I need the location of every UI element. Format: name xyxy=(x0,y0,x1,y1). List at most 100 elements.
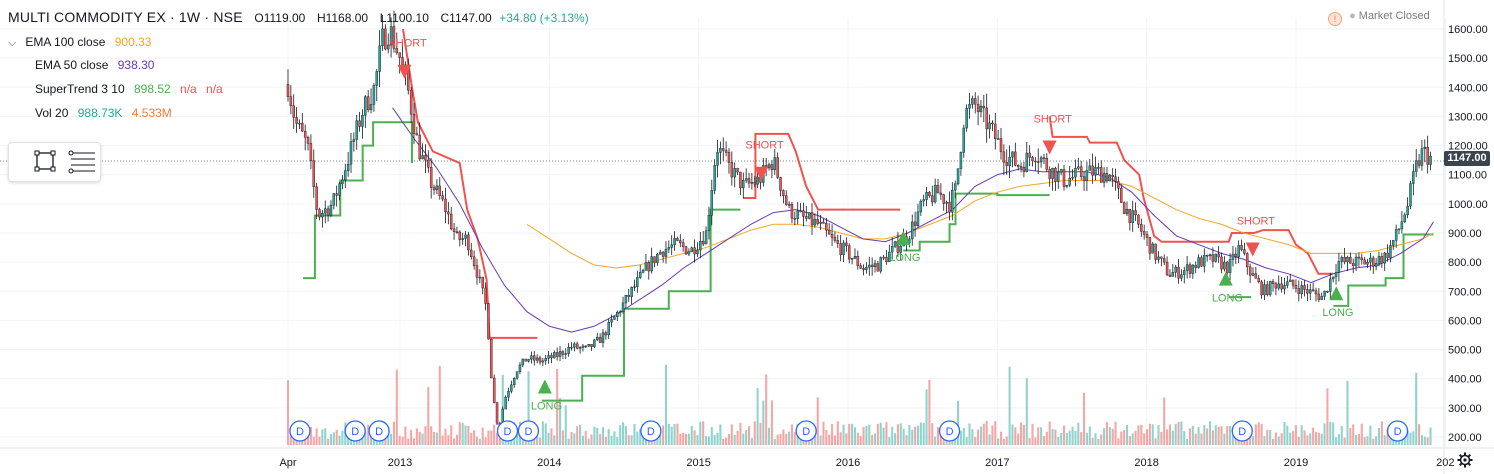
volume-bar xyxy=(1042,436,1045,445)
volume-bar xyxy=(1091,437,1094,445)
candle-body xyxy=(890,246,894,253)
volume-bar xyxy=(341,430,344,445)
candle-body xyxy=(833,237,837,241)
candle-body xyxy=(1191,264,1195,274)
volume-bar xyxy=(888,437,891,445)
volume-bar xyxy=(1097,438,1100,445)
candle-body xyxy=(1162,258,1166,263)
candle-body xyxy=(793,218,797,220)
candle-body xyxy=(1180,274,1183,279)
volume-bar xyxy=(871,434,874,445)
volume-bar xyxy=(1131,433,1134,445)
supertrend-long-line xyxy=(541,208,741,402)
dividend-marker xyxy=(640,420,662,442)
candle-body xyxy=(1134,210,1137,216)
candle-body xyxy=(893,241,897,247)
gear-icon[interactable] xyxy=(1457,452,1473,468)
volume-bar xyxy=(1174,423,1177,445)
volume-bar xyxy=(1200,433,1203,445)
candle-body xyxy=(409,89,413,115)
candle-body xyxy=(744,178,748,181)
candle-body xyxy=(1403,214,1406,223)
volume-bar xyxy=(1111,428,1114,445)
candle-body xyxy=(352,139,356,142)
candle-body xyxy=(590,344,593,347)
legend-volume[interactable]: Vol 20 988.73K 4.533M xyxy=(35,106,172,120)
volume-bar xyxy=(833,435,836,445)
volume-bar xyxy=(467,425,470,445)
candle-body xyxy=(913,221,917,226)
volume-bar xyxy=(1343,437,1346,445)
candle-body xyxy=(604,332,608,336)
y-tick-label: 1200.00 xyxy=(1448,141,1488,153)
candle-body xyxy=(598,336,602,343)
volume-bar xyxy=(444,428,447,445)
volume-bar xyxy=(722,438,725,445)
volume-bar xyxy=(905,435,908,445)
candle-body xyxy=(338,183,341,196)
volume-bar xyxy=(1128,435,1131,445)
rectangle-tool-icon[interactable] xyxy=(31,149,59,175)
volume-bar xyxy=(928,379,931,445)
candle-body xyxy=(581,345,585,348)
candle-body xyxy=(306,137,310,144)
candle-body xyxy=(593,339,596,347)
candle-body xyxy=(298,122,301,125)
symbol-title[interactable]: MULTI COMMODITY EX · 1W · NSE xyxy=(8,9,243,25)
volume-bar xyxy=(873,433,877,445)
collapse-legend-icon[interactable]: ⌵ xyxy=(8,37,17,49)
volume-bar xyxy=(1283,422,1286,445)
volume-bar xyxy=(713,435,716,445)
volume-bar xyxy=(1229,426,1232,445)
candle-body xyxy=(1420,148,1424,166)
dividend-marker xyxy=(938,420,961,442)
legend-ema100[interactable]: ⌵ EMA 100 close 900.33 xyxy=(8,35,151,50)
candle-body xyxy=(1311,289,1315,292)
candle-body xyxy=(976,103,980,113)
volume-bar xyxy=(398,435,401,445)
candle-body xyxy=(323,208,327,214)
volume-bar xyxy=(1309,433,1312,445)
dividend-marker-label: D xyxy=(1238,426,1246,438)
candle-body xyxy=(464,234,467,239)
candle-body xyxy=(412,113,416,134)
y-tick-label: 1300.00 xyxy=(1448,111,1488,123)
volume-bar xyxy=(939,432,942,445)
candle-body xyxy=(1094,167,1097,176)
volume-bar xyxy=(1183,431,1186,445)
candle-body xyxy=(899,245,903,253)
volume-bar xyxy=(667,423,670,445)
candle-body xyxy=(538,357,542,363)
legend-supertrend[interactable]: SuperTrend 3 10 898.52 n/a n/a xyxy=(35,82,223,96)
volume-bar xyxy=(1120,431,1123,445)
candle-body xyxy=(1294,285,1298,289)
volume-bar xyxy=(587,438,590,445)
fib-levels-tool-icon[interactable] xyxy=(67,149,97,175)
candle-body xyxy=(1351,263,1355,267)
volume-bar xyxy=(876,423,879,445)
short-signal-label: SHORT xyxy=(1237,215,1276,227)
candle-body xyxy=(1300,285,1303,294)
ohlc-open: O1119.00 xyxy=(254,11,306,25)
candle-body xyxy=(681,242,685,247)
candle-body xyxy=(484,287,487,304)
candle-body xyxy=(1360,257,1364,261)
volume-bar xyxy=(779,434,782,445)
volume-bar xyxy=(550,428,553,445)
legend-value: 900.33 xyxy=(114,35,152,49)
volume-bar xyxy=(553,435,556,445)
volume-bar xyxy=(1123,429,1126,445)
volume-bar xyxy=(453,438,456,445)
candle-body xyxy=(848,245,851,260)
volume-bar xyxy=(1146,429,1149,445)
volume-bar xyxy=(1209,421,1212,445)
candle-body xyxy=(1088,165,1092,171)
candle-body xyxy=(825,223,828,231)
candle-body xyxy=(1057,171,1060,182)
volume-bar xyxy=(607,428,610,445)
candle-body xyxy=(341,179,344,185)
volume-bar xyxy=(1426,437,1429,445)
volume-bar xyxy=(1034,437,1037,445)
legend-ema50[interactable]: EMA 50 close 938.30 xyxy=(35,58,154,72)
